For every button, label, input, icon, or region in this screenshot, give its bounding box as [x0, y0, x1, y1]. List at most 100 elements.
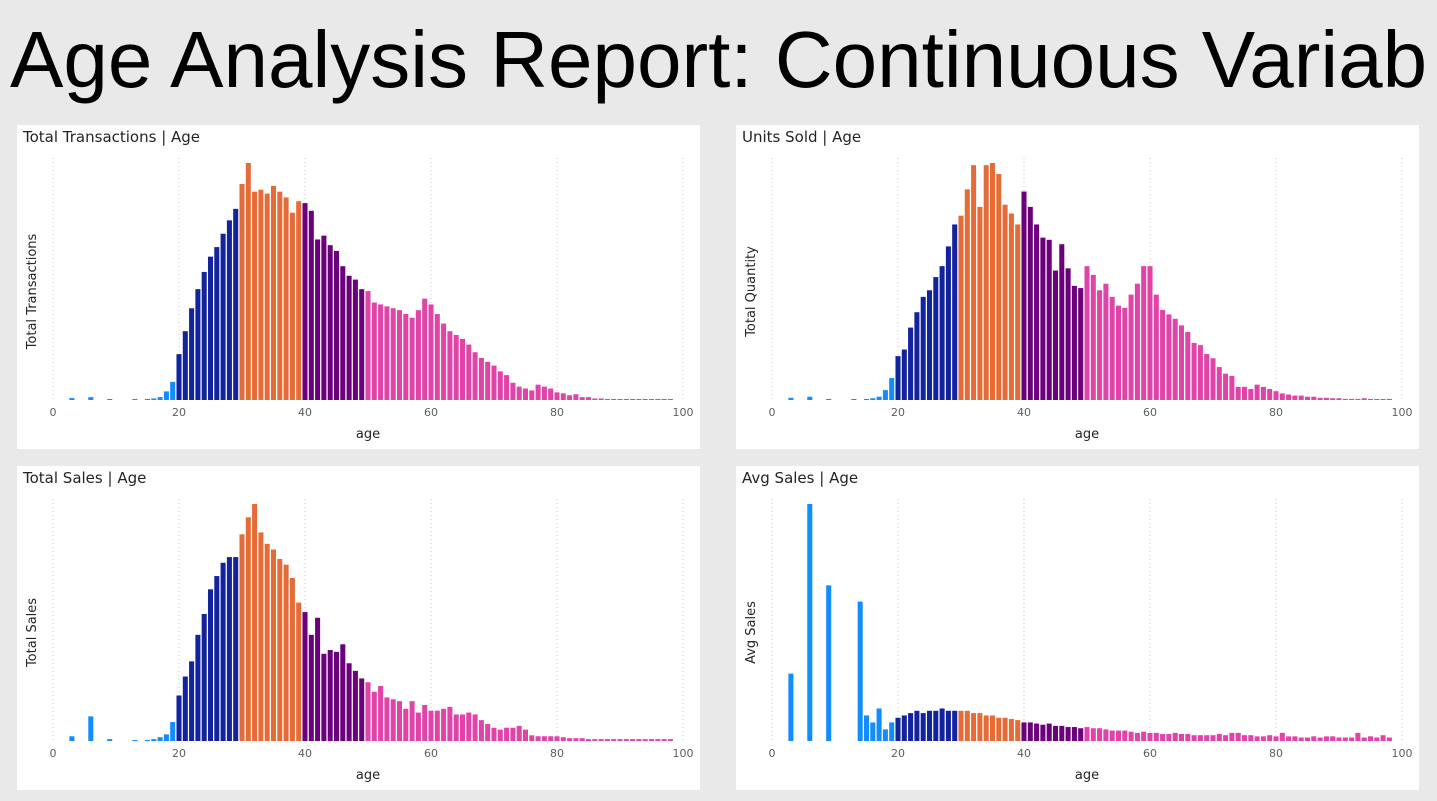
bar-age-44[interactable]	[327, 649, 333, 741]
bar-age-87[interactable]	[598, 739, 604, 741]
bar-age-52[interactable]	[378, 686, 384, 741]
bar-age-60[interactable]	[428, 304, 434, 400]
bar-age-91[interactable]	[623, 399, 629, 400]
bar-age-79[interactable]	[1267, 735, 1273, 741]
bar-age-54[interactable]	[1109, 296, 1115, 400]
bar-age-64[interactable]	[1172, 318, 1178, 400]
bar-age-96[interactable]	[655, 399, 661, 400]
bar-age-44[interactable]	[327, 245, 333, 400]
bar-age-61[interactable]	[1153, 294, 1159, 400]
bar-age-25[interactable]	[926, 290, 933, 400]
bar-age-87[interactable]	[1317, 737, 1323, 741]
bar-age-75[interactable]	[1241, 735, 1248, 741]
bar-age-40[interactable]	[1021, 191, 1027, 400]
bar-age-3[interactable]	[788, 673, 794, 741]
bar-age-19[interactable]	[889, 722, 895, 741]
bar-age-34[interactable]	[983, 715, 989, 741]
bar-age-23[interactable]	[195, 289, 201, 400]
bar-age-57[interactable]	[1128, 294, 1134, 400]
bar-age-24[interactable]	[920, 713, 926, 741]
bar-age-84[interactable]	[579, 397, 585, 400]
bar-age-98[interactable]	[667, 399, 673, 400]
bar-age-27[interactable]	[220, 233, 226, 400]
bar-age-92[interactable]	[1349, 398, 1355, 400]
bar-age-63[interactable]	[447, 331, 453, 400]
bar-age-26[interactable]	[933, 710, 939, 741]
bar-age-75[interactable]	[1241, 386, 1248, 400]
bar-age-41[interactable]	[308, 210, 314, 400]
bar-age-51[interactable]	[371, 691, 377, 741]
bar-age-20[interactable]	[895, 356, 901, 400]
bar-age-64[interactable]	[453, 335, 459, 400]
bar-age-78[interactable]	[541, 736, 547, 741]
bar-age-69[interactable]	[485, 361, 491, 400]
bar-age-71[interactable]	[1216, 734, 1222, 741]
total-sales-card[interactable]: Total Sales | Age 0 20 40 60 80 100 age Total S…	[17, 466, 700, 790]
bar-age-94[interactable]	[1361, 398, 1367, 400]
bar-age-89[interactable]	[611, 739, 617, 741]
bar-age-32[interactable]	[971, 165, 977, 400]
bar-age-67[interactable]	[472, 714, 478, 741]
bar-age-57[interactable]	[409, 317, 415, 400]
bar-age-55[interactable]	[1115, 730, 1122, 741]
bar-age-13[interactable]	[851, 399, 857, 400]
bar-age-18[interactable]	[163, 391, 169, 400]
bar-age-34[interactable]	[264, 193, 270, 400]
bar-age-3[interactable]	[69, 736, 75, 741]
bar-age-74[interactable]	[1235, 732, 1241, 741]
bar-age-31[interactable]	[245, 517, 251, 741]
bar-age-16[interactable]	[870, 722, 876, 741]
bar-age-32[interactable]	[252, 191, 258, 400]
bar-age-30[interactable]	[958, 710, 964, 741]
bar-age-44[interactable]	[1046, 239, 1052, 400]
bar-age-96[interactable]	[655, 739, 661, 741]
bar-age-54[interactable]	[390, 308, 396, 400]
bar-age-85[interactable]	[1304, 737, 1311, 741]
bar-age-49[interactable]	[359, 678, 365, 741]
bar-age-90[interactable]	[617, 739, 623, 741]
bar-age-58[interactable]	[1134, 283, 1140, 400]
bar-age-60[interactable]	[1147, 266, 1153, 400]
bar-age-19[interactable]	[889, 378, 895, 400]
bar-age-84[interactable]	[579, 738, 585, 741]
bar-age-97[interactable]	[1380, 735, 1386, 741]
bar-age-67[interactable]	[472, 352, 478, 400]
bar-age-52[interactable]	[1097, 290, 1103, 400]
bar-age-77[interactable]	[535, 736, 541, 741]
bar-age-70[interactable]	[491, 365, 497, 400]
bar-age-79[interactable]	[548, 736, 554, 741]
bar-age-83[interactable]	[573, 738, 579, 741]
bar-age-40[interactable]	[302, 612, 308, 741]
bar-age-83[interactable]	[1292, 395, 1298, 400]
bar-age-48[interactable]	[352, 279, 358, 400]
bar-age-80[interactable]	[554, 392, 560, 400]
bar-age-78[interactable]	[541, 386, 547, 400]
bar-age-61[interactable]	[1153, 732, 1159, 741]
bar-age-75[interactable]	[522, 729, 529, 741]
bar-age-58[interactable]	[415, 712, 421, 741]
bar-age-63[interactable]	[447, 706, 453, 741]
bar-age-69[interactable]	[485, 723, 491, 741]
bar-age-42[interactable]	[1034, 723, 1040, 741]
bar-age-27[interactable]	[220, 562, 226, 741]
bar-age-37[interactable]	[283, 197, 289, 400]
bar-age-32[interactable]	[252, 504, 258, 741]
bar-age-23[interactable]	[195, 634, 201, 741]
bar-age-19[interactable]	[170, 381, 176, 400]
bar-age-43[interactable]	[1040, 724, 1046, 741]
bar-age-9[interactable]	[826, 585, 832, 741]
bar-age-41[interactable]	[1027, 722, 1033, 741]
bar-age-88[interactable]	[1323, 736, 1329, 741]
bar-age-53[interactable]	[384, 697, 390, 741]
bar-age-21[interactable]	[901, 349, 907, 400]
bar-age-28[interactable]	[226, 557, 232, 741]
bar-age-22[interactable]	[189, 661, 195, 741]
bar-age-35[interactable]	[270, 185, 277, 400]
bar-age-93[interactable]	[1355, 732, 1361, 741]
bar-age-61[interactable]	[434, 313, 440, 400]
bar-age-16[interactable]	[870, 398, 876, 400]
bar-age-48[interactable]	[1071, 285, 1077, 400]
bar-age-98[interactable]	[667, 739, 673, 741]
bar-age-62[interactable]	[1160, 734, 1166, 741]
bar-age-18[interactable]	[882, 390, 888, 400]
